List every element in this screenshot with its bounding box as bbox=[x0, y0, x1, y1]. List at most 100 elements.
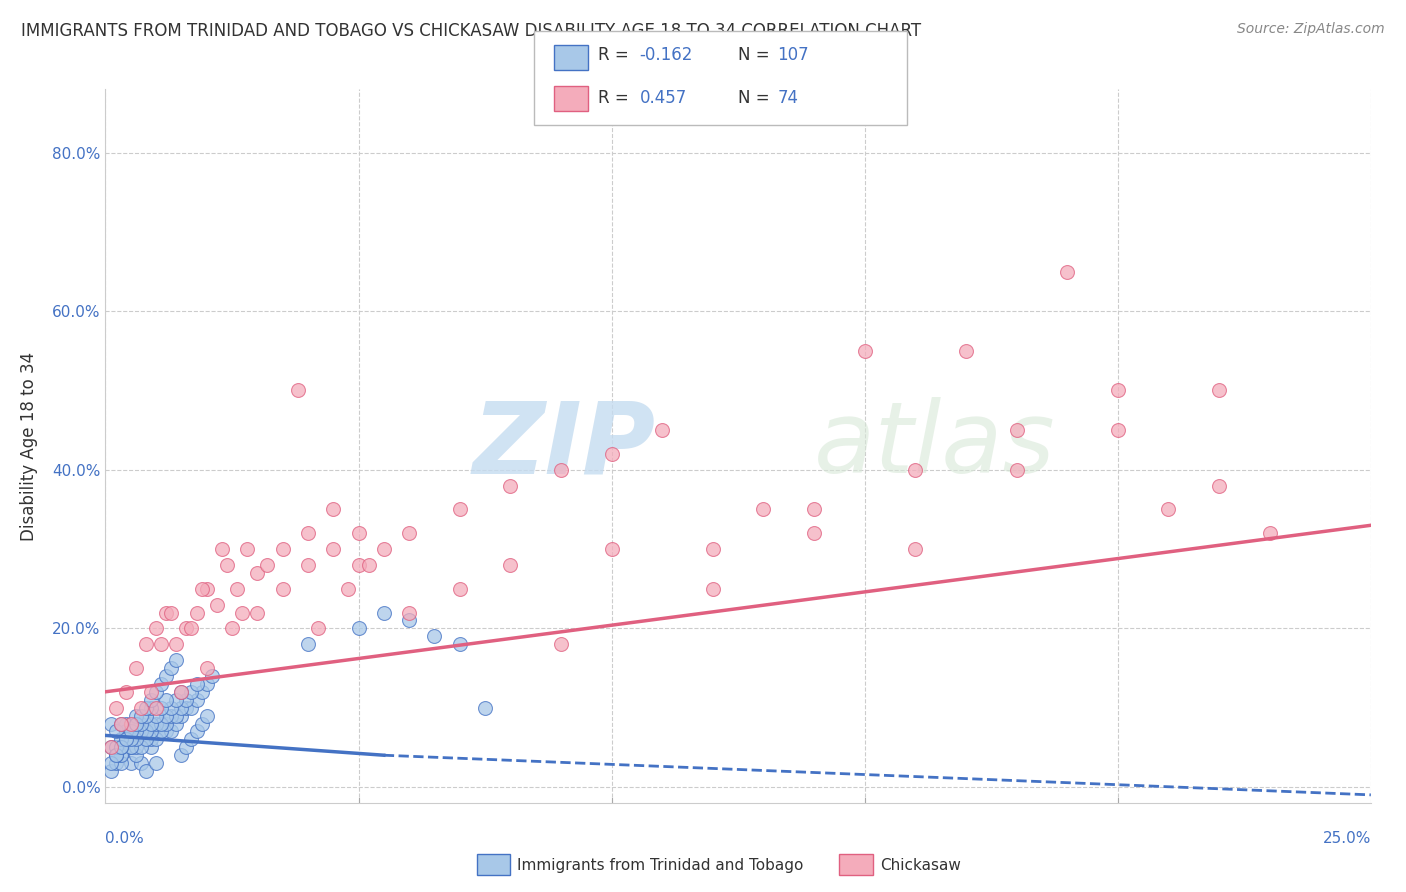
Point bbox=[423, 629, 446, 643]
Point bbox=[398, 614, 420, 628]
Point bbox=[110, 740, 132, 755]
Point bbox=[195, 661, 218, 675]
Text: Immigrants from Trinidad and Tobago: Immigrants from Trinidad and Tobago bbox=[517, 858, 804, 872]
Point bbox=[190, 716, 212, 731]
Point bbox=[155, 708, 177, 723]
Text: Source: ZipAtlas.com: Source: ZipAtlas.com bbox=[1237, 22, 1385, 37]
Point bbox=[114, 732, 136, 747]
Point bbox=[129, 724, 152, 739]
Point bbox=[449, 637, 471, 651]
Point bbox=[145, 756, 167, 771]
Point bbox=[100, 740, 122, 755]
Point bbox=[398, 526, 420, 541]
Point bbox=[129, 708, 152, 723]
Point bbox=[186, 606, 208, 620]
Point bbox=[449, 582, 471, 596]
Point bbox=[114, 724, 136, 739]
Point bbox=[150, 716, 173, 731]
Point bbox=[104, 724, 127, 739]
Point bbox=[104, 748, 127, 763]
Point bbox=[100, 756, 122, 771]
Point bbox=[176, 700, 198, 714]
Point bbox=[955, 343, 977, 358]
Point bbox=[145, 621, 167, 635]
Point bbox=[104, 740, 127, 755]
Point bbox=[904, 463, 927, 477]
Point bbox=[155, 724, 177, 739]
Point bbox=[904, 542, 927, 557]
Point bbox=[120, 732, 142, 747]
Point bbox=[139, 732, 162, 747]
Point bbox=[702, 542, 724, 557]
Text: 74: 74 bbox=[778, 89, 799, 107]
Point bbox=[186, 677, 208, 691]
Point bbox=[114, 732, 136, 747]
Point bbox=[100, 764, 122, 778]
Point bbox=[104, 748, 127, 763]
Text: 0.457: 0.457 bbox=[640, 89, 688, 107]
Point bbox=[600, 542, 623, 557]
Point bbox=[1208, 478, 1230, 492]
Text: ZIP: ZIP bbox=[472, 398, 655, 494]
Text: R =: R = bbox=[598, 46, 634, 64]
Point bbox=[114, 732, 136, 747]
Point bbox=[120, 756, 142, 771]
Point bbox=[1056, 264, 1078, 278]
Point bbox=[231, 606, 253, 620]
Point bbox=[752, 502, 775, 516]
Point bbox=[287, 384, 309, 398]
Point bbox=[1107, 384, 1129, 398]
Point bbox=[110, 756, 132, 771]
Point bbox=[145, 700, 167, 714]
Point bbox=[176, 692, 198, 706]
Point bbox=[176, 740, 198, 755]
Point bbox=[160, 661, 183, 675]
Point bbox=[150, 724, 173, 739]
Point bbox=[165, 637, 187, 651]
Point bbox=[110, 732, 132, 747]
Point bbox=[449, 502, 471, 516]
Point bbox=[139, 692, 162, 706]
Point bbox=[180, 621, 202, 635]
Point bbox=[550, 637, 572, 651]
Point bbox=[195, 708, 218, 723]
Text: -0.162: -0.162 bbox=[640, 46, 693, 64]
Point bbox=[190, 685, 212, 699]
Point bbox=[129, 724, 152, 739]
Point bbox=[114, 716, 136, 731]
Point bbox=[1208, 384, 1230, 398]
Point bbox=[195, 582, 218, 596]
Point bbox=[180, 700, 202, 714]
Point bbox=[110, 748, 132, 763]
Point bbox=[125, 740, 148, 755]
Point bbox=[129, 700, 152, 714]
Text: R =: R = bbox=[598, 89, 634, 107]
Point bbox=[125, 661, 148, 675]
Point bbox=[125, 724, 148, 739]
Point bbox=[221, 621, 243, 635]
Point bbox=[135, 637, 157, 651]
Point bbox=[256, 558, 278, 572]
Point bbox=[104, 748, 127, 763]
Point bbox=[139, 685, 162, 699]
Point bbox=[160, 724, 183, 739]
Point bbox=[398, 606, 420, 620]
Point bbox=[145, 685, 167, 699]
Point bbox=[125, 716, 148, 731]
Point bbox=[170, 700, 193, 714]
Text: 25.0%: 25.0% bbox=[1323, 830, 1371, 846]
Point bbox=[170, 708, 193, 723]
Point bbox=[135, 732, 157, 747]
Point bbox=[180, 732, 202, 747]
Point bbox=[150, 700, 173, 714]
Point bbox=[474, 700, 496, 714]
Point bbox=[100, 740, 122, 755]
Point bbox=[160, 606, 183, 620]
Point bbox=[139, 724, 162, 739]
Point bbox=[322, 502, 344, 516]
Point bbox=[104, 748, 127, 763]
Point bbox=[160, 708, 183, 723]
Point bbox=[145, 708, 167, 723]
Point bbox=[165, 716, 187, 731]
Point bbox=[150, 637, 173, 651]
